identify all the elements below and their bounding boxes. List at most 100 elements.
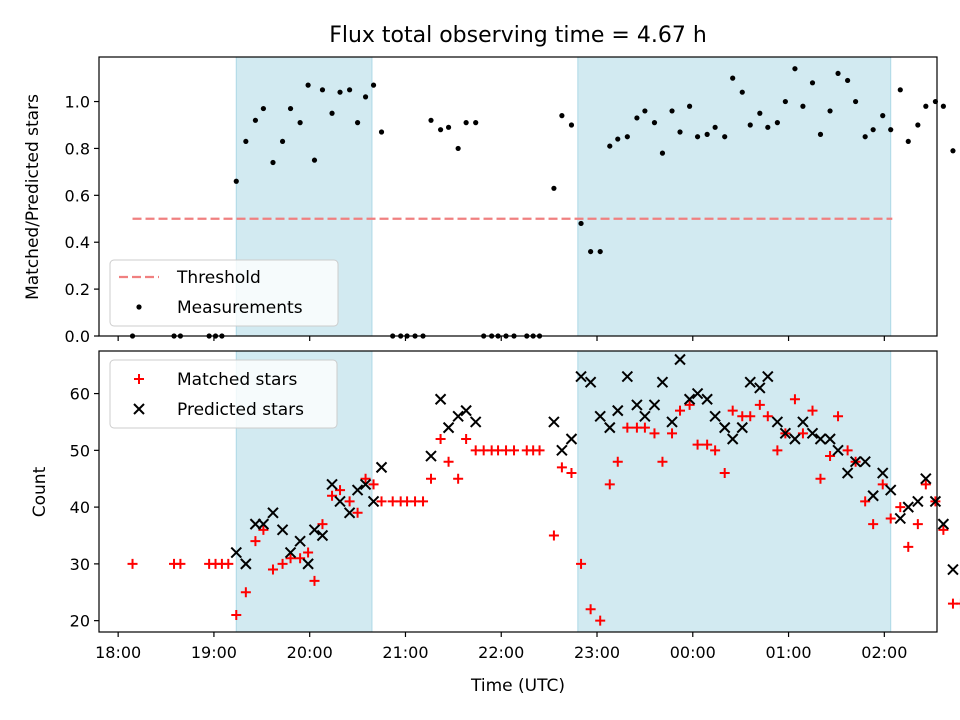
chart-title: Flux total observing time = 4.67 h bbox=[329, 23, 707, 48]
measurement-point bbox=[669, 108, 675, 114]
predicted-point bbox=[824, 433, 836, 445]
predicted-point bbox=[548, 416, 560, 428]
measurement-point bbox=[923, 103, 929, 109]
predicted-point bbox=[594, 410, 606, 422]
measurement-point bbox=[870, 127, 876, 133]
predicted-point bbox=[284, 546, 297, 559]
plot-frame bbox=[98, 350, 938, 633]
matched-point bbox=[649, 428, 660, 439]
predicted-point bbox=[771, 416, 784, 428]
matched-point bbox=[223, 558, 234, 569]
measurement-point bbox=[712, 124, 718, 130]
matched-point bbox=[789, 394, 800, 405]
y-tick-label: 0.0 bbox=[65, 327, 90, 346]
measurement-point bbox=[651, 120, 658, 126]
predicted-point bbox=[308, 524, 321, 536]
matched-point bbox=[443, 456, 454, 467]
x-tick-label: 19:00 bbox=[191, 643, 237, 662]
measurement-point bbox=[473, 120, 479, 126]
measurement-point bbox=[765, 124, 771, 130]
matched-point bbox=[710, 445, 721, 456]
predicted-point bbox=[565, 433, 578, 445]
predicted-point bbox=[683, 393, 696, 405]
matched-point bbox=[955, 598, 960, 609]
measurement-point bbox=[588, 248, 594, 255]
matched-point bbox=[727, 405, 738, 416]
predicted-point bbox=[351, 484, 364, 496]
predicted-point bbox=[709, 410, 721, 422]
measurement-point bbox=[845, 77, 851, 84]
measurement-point bbox=[905, 138, 911, 145]
predicted-point bbox=[814, 433, 827, 445]
matched-point bbox=[860, 496, 871, 507]
predicted-point bbox=[434, 393, 447, 405]
matched-point bbox=[360, 473, 371, 484]
measurement-point bbox=[852, 98, 859, 105]
matched-point bbox=[684, 399, 695, 410]
predicted-point bbox=[584, 376, 597, 388]
matched-point bbox=[772, 445, 783, 456]
matched-point bbox=[825, 451, 836, 462]
predicted-point bbox=[326, 478, 338, 491]
measurement-point bbox=[287, 105, 294, 112]
matched-point bbox=[885, 513, 896, 524]
measurement-point bbox=[347, 87, 353, 93]
y-tick-label: 40 bbox=[70, 498, 90, 517]
matched-point bbox=[127, 558, 138, 569]
predicted-point bbox=[779, 427, 792, 440]
matched-point bbox=[667, 428, 678, 439]
matched-point bbox=[303, 547, 314, 558]
measurement-point bbox=[445, 124, 452, 130]
y-tick-label: 0.8 bbox=[65, 139, 90, 158]
measurement-point bbox=[782, 98, 788, 105]
measurement-point bbox=[774, 120, 780, 126]
measurement-point bbox=[319, 87, 326, 93]
predicted-point bbox=[648, 399, 661, 411]
predicted-point bbox=[701, 393, 713, 405]
matched-point bbox=[842, 445, 853, 456]
measurement-point bbox=[809, 80, 816, 86]
predicted-point bbox=[726, 433, 739, 445]
predicted-point bbox=[849, 455, 862, 468]
matched-point bbox=[317, 519, 328, 530]
x-tick-label: 01:00 bbox=[765, 643, 811, 662]
predicted-point bbox=[425, 450, 437, 462]
measurement-point bbox=[455, 145, 461, 152]
matched-point bbox=[622, 422, 633, 433]
y-tick-label: 0.4 bbox=[65, 233, 90, 252]
y-axis-label-bottom: Count bbox=[30, 466, 50, 517]
measurement-point bbox=[568, 122, 575, 128]
matched-point bbox=[435, 433, 446, 444]
predicted-point bbox=[885, 484, 897, 496]
legend-threshold-label: Threshold bbox=[176, 268, 261, 288]
measurement-point bbox=[311, 157, 318, 163]
matched-point bbox=[376, 496, 387, 507]
predicted-point bbox=[375, 461, 388, 474]
measurement-point bbox=[897, 87, 903, 93]
matched-point bbox=[453, 473, 464, 484]
matched-point bbox=[657, 456, 668, 467]
measurement-point bbox=[260, 105, 267, 112]
predicted-point bbox=[736, 421, 748, 434]
predicted-point bbox=[797, 416, 809, 428]
predicted-point bbox=[718, 421, 731, 434]
measurement-point bbox=[428, 117, 434, 123]
legend-box bbox=[109, 259, 339, 327]
x-tick-label: 18:00 bbox=[95, 643, 141, 662]
matched-point bbox=[877, 479, 888, 490]
matched-point bbox=[815, 473, 826, 484]
measurement-point bbox=[888, 127, 894, 133]
measurement-point bbox=[915, 122, 921, 128]
measurement-point bbox=[559, 113, 565, 119]
matched-point bbox=[509, 445, 520, 456]
measurement-point bbox=[835, 70, 841, 77]
measurement-point bbox=[634, 115, 640, 121]
measurement-point bbox=[940, 103, 946, 109]
matched-point bbox=[692, 439, 703, 450]
plot-frame bbox=[98, 56, 938, 337]
predicted-point bbox=[334, 495, 346, 508]
predicted-point bbox=[754, 382, 766, 394]
predicted-point bbox=[452, 410, 464, 422]
predicted-point bbox=[316, 529, 329, 542]
predicted-point bbox=[656, 376, 669, 388]
